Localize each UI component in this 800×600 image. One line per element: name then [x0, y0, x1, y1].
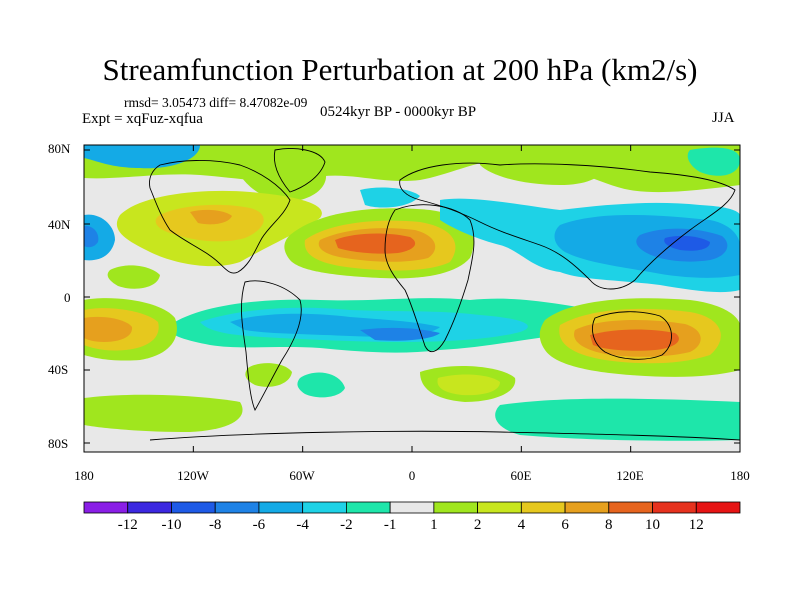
contour-namerica-core: [190, 209, 232, 225]
lon-ticks: [83, 145, 741, 452]
experiment-label: Expt = xqFuz-xqfua: [82, 111, 203, 127]
lon-label-120e: 120E: [616, 468, 644, 483]
colorbar-swatch: [564, 501, 610, 514]
lat-ticks: [84, 149, 740, 444]
colorbar-label: 4: [517, 517, 526, 533]
contour-southern-green: [84, 394, 243, 432]
colorbar-label: 1: [430, 517, 438, 533]
contour-sa-teal: [297, 372, 345, 398]
colorbar-label: 12: [688, 517, 704, 533]
contour-west-blue-core: [84, 225, 99, 248]
north-america-outline: [149, 160, 291, 274]
colorbar-label: -8: [208, 517, 222, 533]
lat-label-80s: 80S: [48, 436, 69, 451]
colorbar-swatch: [302, 501, 347, 514]
australia-outline: [592, 311, 672, 360]
colorbar-label: 2: [473, 517, 482, 533]
contour-pacific-green: [107, 265, 160, 289]
colorbar-swatch: [389, 501, 435, 514]
africa-outline: [384, 204, 475, 353]
contour-sahara-red: [335, 233, 416, 254]
time-period-label: 0524kyr BP - 0000kyr BP: [320, 104, 477, 120]
lat-label-40s: 40S: [48, 362, 69, 377]
season-label: JJA: [712, 110, 735, 126]
colorbar-label: -4: [296, 517, 309, 533]
colorbar-label: 6: [561, 517, 569, 533]
lat-label-80n: 80N: [48, 141, 71, 156]
colorbar-swatch: [127, 501, 172, 514]
lat-label-0: 0: [64, 290, 71, 305]
colorbar-label: -1: [383, 517, 397, 533]
map-title: Streamfunction Perturbation at 200 hPa (…: [102, 52, 698, 87]
greenland-outline: [273, 148, 326, 193]
colorbar-swatch: [608, 501, 653, 514]
lon-label-60w: 60W: [289, 468, 315, 483]
contour-west-blue: [84, 214, 115, 261]
colorbar-swatch: [258, 501, 304, 514]
contour-southern-teal: [495, 398, 740, 441]
colorbar-swatch: [695, 501, 741, 514]
colorbar-swatch: [652, 501, 697, 514]
colorbar-swatch: [214, 501, 260, 514]
coastlines: [149, 148, 740, 441]
lon-label-180e: 180: [730, 468, 750, 483]
colorbar-label: 8: [605, 517, 613, 533]
lon-label-0: 0: [408, 468, 416, 483]
colorbar-label: -6: [252, 517, 266, 533]
contour-sind-yellow: [437, 374, 500, 396]
colorbar-label: -2: [340, 517, 353, 533]
colorbar-label: 10: [645, 517, 661, 533]
colorbar: [83, 501, 741, 514]
colorbar-swatch: [171, 501, 216, 514]
lat-label-40n: 40N: [48, 217, 71, 232]
contour-spacific-orange: [84, 316, 133, 342]
contour-eurasia-green: [480, 148, 603, 185]
antarctica-outline: [149, 430, 740, 441]
south-america-outline: [241, 280, 302, 412]
colorbar-swatch: [477, 501, 522, 514]
contour-australia-red: [590, 329, 679, 351]
colorbar-swatch: [345, 501, 391, 514]
lon-label-60e: 60E: [510, 468, 532, 483]
lon-label-180w: 180: [74, 468, 94, 483]
contour-sa-green: [245, 363, 292, 387]
contour-fields: [84, 145, 740, 441]
contour-asia-deep-blue: [664, 235, 710, 251]
colorbar-swatch: [520, 501, 566, 514]
contour-ne-teal: [687, 147, 740, 176]
lon-label-120w: 120W: [177, 468, 209, 483]
contour-greenland-green: [240, 148, 327, 201]
rmsd-stats: rmsd= 3.05473 diff= 8.47082e-09: [124, 95, 308, 110]
eurasia-outline: [399, 162, 736, 290]
colorbar-label: -12: [117, 517, 138, 533]
colorbar-swatch: [433, 501, 479, 514]
colorbar-swatch: [83, 501, 129, 514]
colorbar-label: -10: [161, 517, 182, 533]
